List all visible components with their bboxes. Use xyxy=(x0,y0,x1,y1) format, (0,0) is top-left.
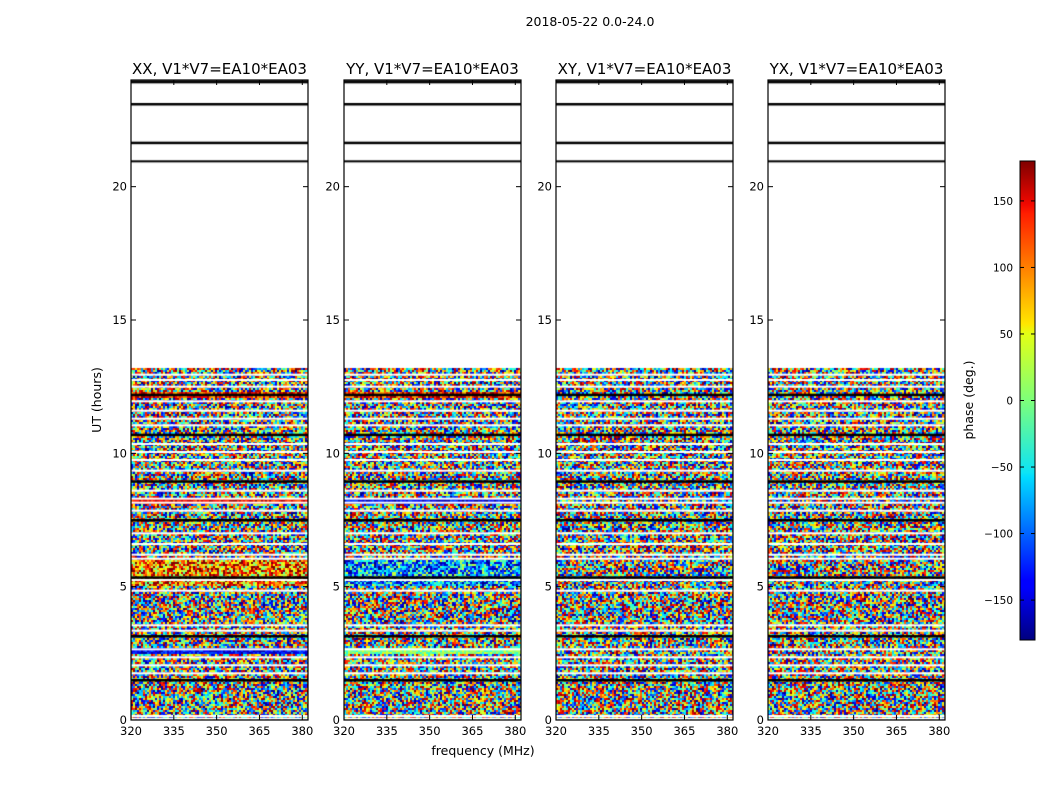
y-tick-label: 5 xyxy=(333,580,340,594)
y-tick-label: 20 xyxy=(749,180,764,194)
colorbar-tick-label: −50 xyxy=(991,462,1013,474)
phase-image-yy xyxy=(344,80,521,720)
y-tick-label: 10 xyxy=(749,446,764,460)
panel-yy: YY, V1*V7=EA10*EA03 320 335 350 365 380 0 5 10 15… xyxy=(325,60,526,738)
y-tick-label: 10 xyxy=(537,446,552,460)
panel-title: XY, V1*V7=EA10*EA03 xyxy=(558,60,732,78)
y-tick-label: 20 xyxy=(325,180,340,194)
x-tick-label: 320 xyxy=(120,724,142,738)
phase-image-xy xyxy=(556,80,733,720)
colorbar-label: phase (deg.) xyxy=(961,361,976,440)
panel-title: YY, V1*V7=EA10*EA03 xyxy=(345,60,519,78)
x-tick-label: 335 xyxy=(376,724,398,738)
y-tick-label: 5 xyxy=(757,580,764,594)
x-tick-label: 380 xyxy=(504,724,526,738)
y-axis-label: UT (hours) xyxy=(89,367,104,433)
colorbar-tick-label: −100 xyxy=(984,529,1013,541)
colorbar-tick-label: 50 xyxy=(1000,329,1013,341)
x-tick-label: 320 xyxy=(545,724,567,738)
x-tick-label: 350 xyxy=(631,724,653,738)
y-tick-label: 20 xyxy=(537,180,552,194)
x-tick-label: 320 xyxy=(333,724,355,738)
y-tick-label: 15 xyxy=(537,313,552,327)
colorbar-tick-label: −150 xyxy=(984,595,1013,607)
x-tick-label: 380 xyxy=(291,724,313,738)
y-tick-label: 10 xyxy=(112,446,127,460)
x-tick-label: 365 xyxy=(885,724,907,738)
x-tick-label: 335 xyxy=(163,724,185,738)
colorbar-tick-label: 100 xyxy=(993,262,1013,274)
colorbar-tick-label: 0 xyxy=(1006,396,1013,408)
x-tick-label: 335 xyxy=(800,724,822,738)
x-tick-label: 380 xyxy=(928,724,950,738)
panel-title: YX, V1*V7=EA10*EA03 xyxy=(769,60,944,78)
x-tick-label: 350 xyxy=(419,724,441,738)
colorbar: 150 100 50 0 −50 −100 −150 phase (deg.) xyxy=(961,160,1036,641)
x-tick-label: 380 xyxy=(716,724,738,738)
panel-yx: YX, V1*V7=EA10*EA03 320 335 350 365 380 0 5 10 15… xyxy=(749,60,950,738)
colorbar-ticks: 150 100 50 0 −50 −100 −150 xyxy=(984,196,1035,607)
x-tick-label: 350 xyxy=(206,724,228,738)
x-tick-label: 365 xyxy=(248,724,270,738)
x-tick-label: 365 xyxy=(461,724,483,738)
panel-title: XX, V1*V7=EA10*EA03 xyxy=(132,60,307,78)
y-tick-label: 0 xyxy=(545,713,552,727)
x-tick-label: 335 xyxy=(588,724,610,738)
y-tick-label: 20 xyxy=(112,180,127,194)
panel-frame xyxy=(130,79,309,721)
x-tick-label: 320 xyxy=(757,724,779,738)
panel-xx: XX, V1*V7=EA10*EA03 320 335 350 365 380 0 5 10 15… xyxy=(112,60,313,738)
y-tick-label: 0 xyxy=(757,713,764,727)
y-tick-label: 0 xyxy=(333,713,340,727)
figure-title: 2018-05-22 0.0-24.0 xyxy=(526,14,655,29)
panel-frame xyxy=(343,79,522,721)
y-tick-label: 10 xyxy=(325,446,340,460)
y-tick-label: 5 xyxy=(120,580,127,594)
x-tick-label: 365 xyxy=(673,724,695,738)
panels: XX, V1*V7=EA10*EA03 320 335 350 365 380 0 5 10 15… xyxy=(112,60,950,738)
panel-frame xyxy=(767,79,946,721)
x-tick-label: 350 xyxy=(843,724,865,738)
panel-xy: XY, V1*V7=EA10*EA03 320 335 350 365 380 0 5 10 15… xyxy=(537,60,738,738)
colorbar-tick-label: 150 xyxy=(993,196,1013,208)
y-tick-label: 0 xyxy=(120,713,127,727)
y-tick-label: 15 xyxy=(112,313,127,327)
phase-image-xx xyxy=(131,80,308,720)
y-tick-label: 15 xyxy=(749,313,764,327)
x-axis-label: frequency (MHz) xyxy=(431,743,534,758)
y-tick-label: 5 xyxy=(545,580,552,594)
panel-frame xyxy=(555,79,734,721)
phase-image-yx xyxy=(768,80,945,720)
y-tick-label: 15 xyxy=(325,313,340,327)
